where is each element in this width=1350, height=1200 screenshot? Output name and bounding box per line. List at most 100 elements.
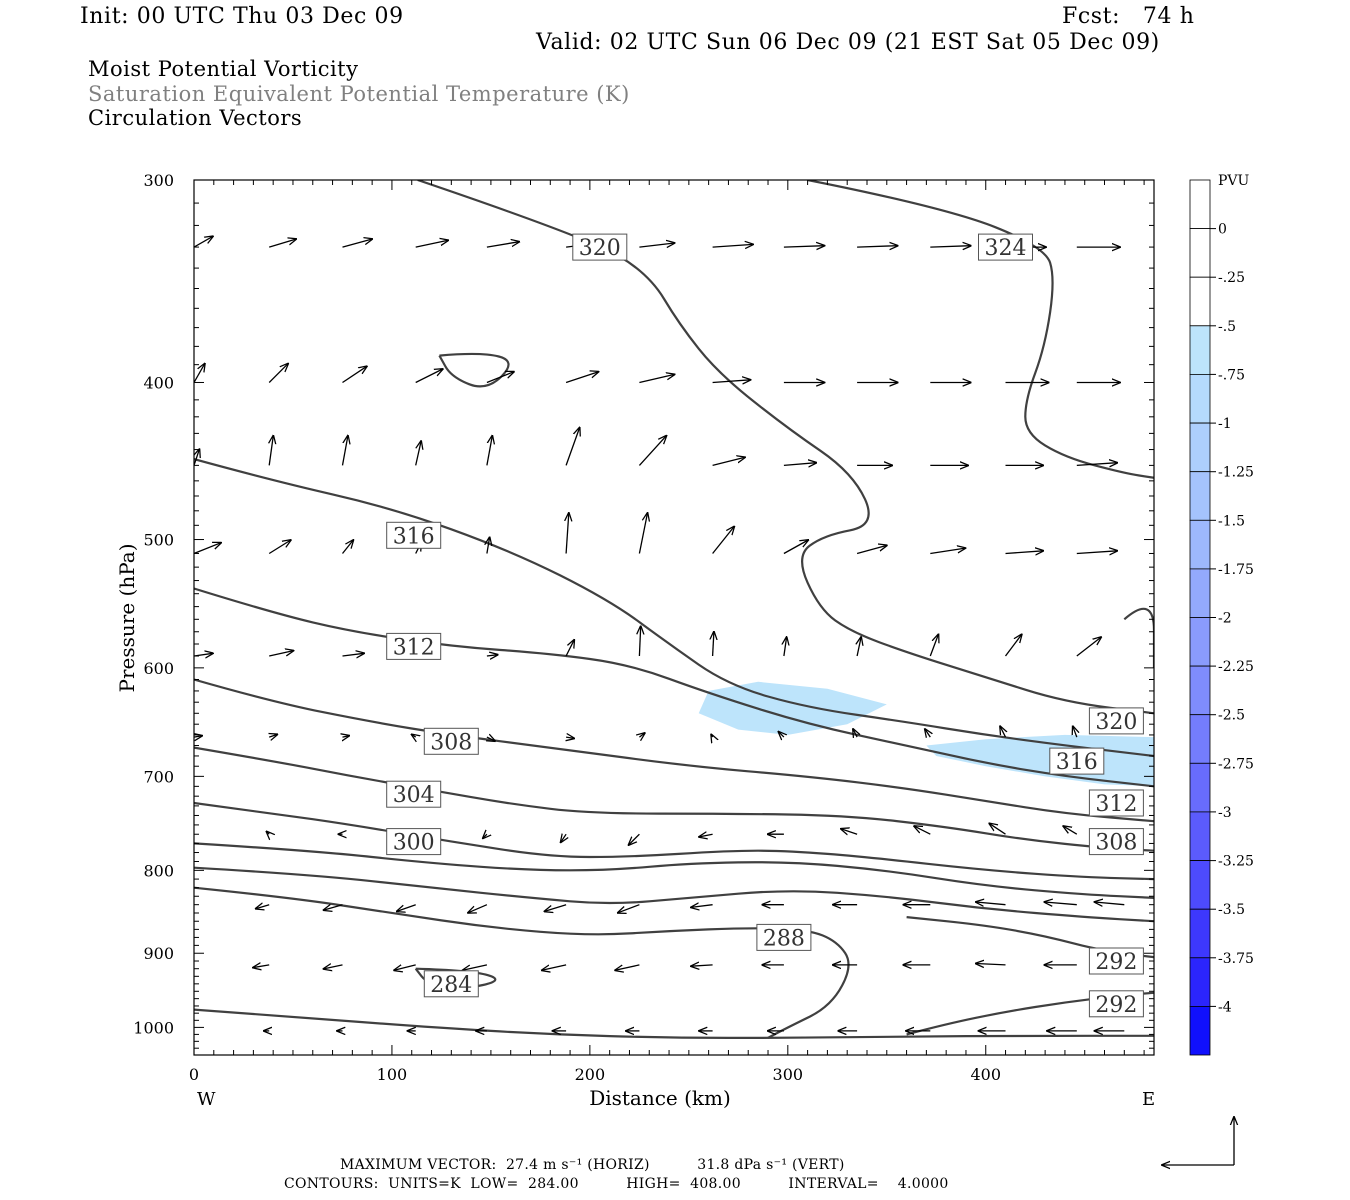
contour-info: CONTOURS: UNITS=K LOW= 284.00 HIGH= 408.… bbox=[284, 1176, 949, 1192]
circulation-vector bbox=[783, 540, 808, 555]
colorbar-label: 0 bbox=[1218, 222, 1227, 238]
circulation-vector bbox=[857, 246, 898, 247]
circulation-vector bbox=[713, 632, 714, 657]
circulation-vector bbox=[415, 441, 421, 466]
circulation-vector bbox=[487, 737, 495, 741]
contour-label-text: 292 bbox=[1095, 950, 1137, 975]
max-vector-note: MAXIMUM VECTOR: 27.4 m s⁻¹ (HORIZ) 31.8 … bbox=[340, 1157, 845, 1173]
circulation-vector bbox=[699, 834, 713, 837]
circulation-vector bbox=[194, 449, 199, 466]
circulation-vector bbox=[253, 965, 270, 968]
theta-contour-276-12 bbox=[194, 1008, 1154, 1040]
circulation-vector bbox=[1063, 826, 1078, 835]
field-theta-title: Saturation Equivalent Potential Temperat… bbox=[88, 82, 630, 106]
circulation-vector bbox=[486, 436, 492, 466]
circulation-vector bbox=[856, 545, 887, 555]
circulation-vector bbox=[269, 651, 293, 657]
theta-contour-324-14 bbox=[438, 352, 510, 388]
theta-contour-292-8 bbox=[194, 866, 1154, 923]
circulation-vector bbox=[1004, 634, 1022, 657]
circulation-vector bbox=[712, 244, 754, 247]
circulation-vector bbox=[397, 904, 416, 912]
contour-label: 308 bbox=[1088, 828, 1144, 856]
pv-shading bbox=[194, 473, 1154, 1010]
circulation-vector bbox=[324, 905, 343, 910]
colorbar-label: -3.25 bbox=[1218, 854, 1254, 870]
field-vectors-title: Circulation Vectors bbox=[88, 106, 303, 130]
circulation-vector bbox=[565, 428, 580, 466]
reference-vector-icon bbox=[1162, 1117, 1234, 1165]
colorbar-cell bbox=[1189, 908, 1211, 959]
colorbar-label: -4 bbox=[1218, 999, 1232, 1015]
circulation-vector bbox=[412, 734, 416, 737]
x-tick-label: 100 bbox=[377, 1065, 408, 1084]
colorbar-label: -.75 bbox=[1218, 367, 1245, 383]
circulation-vector bbox=[269, 436, 273, 466]
circulation-vector bbox=[989, 823, 1006, 835]
colorbar-label: -2.5 bbox=[1218, 708, 1245, 724]
circulation-vector bbox=[1076, 463, 1118, 466]
colorbar-cell bbox=[1189, 762, 1211, 813]
circulation-vector bbox=[841, 829, 858, 834]
y-tick-label: 1000 bbox=[133, 1018, 174, 1037]
circulation-vector bbox=[618, 904, 640, 913]
circulation-vector bbox=[324, 965, 343, 969]
contour-label: 324 bbox=[978, 233, 1033, 261]
circulation-vector bbox=[638, 436, 666, 466]
forecast-hour: Fcst: 74 h bbox=[1062, 4, 1195, 29]
circulation-vector bbox=[914, 826, 931, 835]
circulation-vector bbox=[463, 964, 488, 970]
colorbar-label: -1.25 bbox=[1218, 465, 1254, 481]
x-axis-title: Distance (km) bbox=[589, 1086, 731, 1110]
pv-region-5 bbox=[698, 681, 887, 735]
west-label: W bbox=[197, 1089, 216, 1110]
pv-region-0 bbox=[194, 496, 313, 574]
theta-contour-308-4 bbox=[194, 678, 1154, 823]
circulation-vector bbox=[194, 236, 213, 248]
y-tick-label: 300 bbox=[143, 171, 174, 190]
theta-contour-296-7 bbox=[194, 842, 1154, 899]
contour-label: 312 bbox=[386, 632, 442, 660]
circulation-vector bbox=[468, 904, 488, 913]
circulation-vector bbox=[341, 540, 354, 554]
x-tick-label: 400 bbox=[970, 1065, 1001, 1084]
circulation-vector bbox=[783, 246, 825, 247]
circulation-vector bbox=[415, 240, 448, 248]
circulation-vector bbox=[542, 964, 567, 970]
contour-label: 288 bbox=[756, 923, 812, 951]
x-tick-label: 200 bbox=[575, 1065, 606, 1084]
colorbar-label: -2.25 bbox=[1218, 659, 1254, 675]
circulation-vector bbox=[1076, 551, 1118, 554]
contour-label-text: 320 bbox=[1095, 710, 1137, 735]
contour-label-text: 308 bbox=[430, 730, 472, 755]
theta-contour-324-15 bbox=[1123, 607, 1154, 668]
circulation-vector bbox=[783, 463, 816, 466]
plot-axes: 0 100 200 300 400 300 400 500 600 700 800 900 1000 W E… bbox=[115, 171, 1155, 1110]
contour-label-text: 324 bbox=[985, 236, 1027, 261]
x-tick-label: 300 bbox=[773, 1065, 804, 1084]
y-axis-title: Pressure (hPa) bbox=[115, 544, 139, 693]
colorbar-cell bbox=[1189, 617, 1211, 667]
contour-label: 320 bbox=[1088, 707, 1144, 735]
valid-time: Valid: 02 UTC Sun 06 Dec 09 (21 EST Sat … bbox=[536, 30, 1160, 55]
contour-label-text: 316 bbox=[1056, 750, 1098, 775]
colorbar-label: -1 bbox=[1218, 416, 1232, 432]
contour-label: 308 bbox=[423, 727, 479, 755]
contour-label: 300 bbox=[386, 828, 442, 856]
contour-label-text: 284 bbox=[430, 973, 472, 998]
contour-label: 304 bbox=[386, 780, 442, 808]
circulation-vector bbox=[639, 626, 640, 657]
circulation-vector bbox=[1076, 637, 1101, 657]
colorbar-cell bbox=[1189, 325, 1211, 375]
pv-region-2 bbox=[956, 473, 1154, 588]
circulation-vector bbox=[976, 902, 1006, 905]
circulation-vector bbox=[853, 729, 857, 737]
field-pv-title: Moist Potential Vorticity bbox=[88, 57, 359, 81]
contour-label-text: 320 bbox=[579, 236, 621, 261]
colorbar-cell bbox=[1189, 1006, 1211, 1056]
theta-contour-316-2 bbox=[194, 458, 1154, 758]
circulation-vector bbox=[1005, 551, 1044, 554]
contour-label: 316 bbox=[386, 521, 442, 549]
circulation-vector bbox=[1073, 726, 1077, 738]
colorbar-cell bbox=[1189, 860, 1211, 910]
